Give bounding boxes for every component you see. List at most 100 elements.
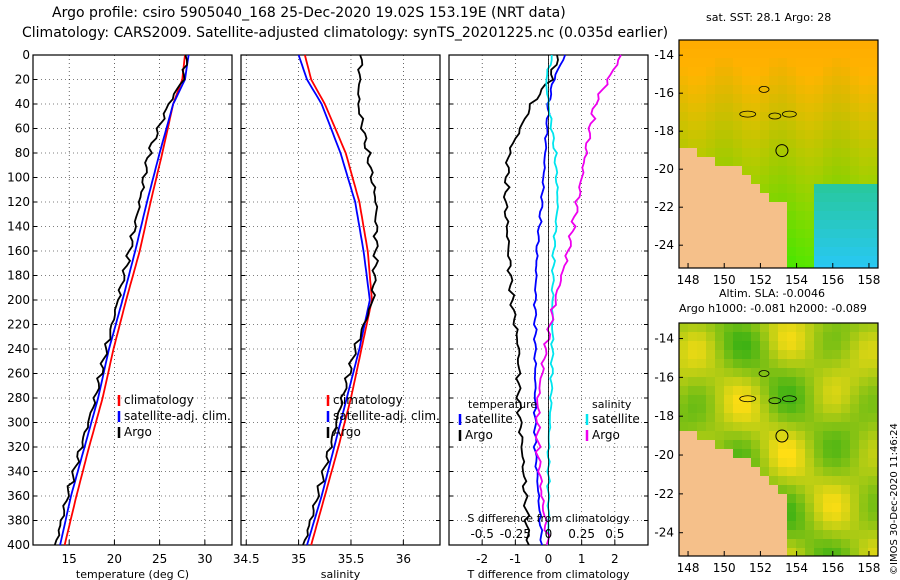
map-cell [751, 485, 760, 494]
y-tick-label: 260 [7, 367, 30, 381]
map-cell [688, 184, 697, 193]
map-cell [679, 323, 688, 332]
map-cell [805, 359, 814, 368]
map-cell [697, 476, 706, 485]
map-cell [679, 422, 688, 431]
map-cell [805, 76, 814, 85]
map-cell [841, 157, 850, 166]
map-cell [769, 521, 778, 530]
map-cell [832, 202, 841, 211]
map-cell [823, 67, 832, 76]
map-cell [850, 40, 859, 49]
map-cell [733, 103, 742, 112]
map-cell [760, 49, 769, 58]
map-cell [832, 395, 841, 404]
map-cell [805, 431, 814, 440]
map-cell [841, 238, 850, 247]
map-cell [724, 148, 733, 157]
map-cell [751, 530, 760, 539]
map-cell [715, 94, 724, 103]
series-line-temperature-argo [502, 54, 559, 546]
map-cell [814, 350, 823, 359]
map-cell [742, 449, 751, 458]
map-cell [796, 539, 805, 548]
map-cell [742, 85, 751, 94]
map-cell [742, 166, 751, 175]
legend-label: Argo [465, 428, 493, 442]
map-cell [715, 58, 724, 67]
map-cell [733, 494, 742, 503]
map-cell [715, 476, 724, 485]
map-cell [706, 157, 715, 166]
map-cell [769, 422, 778, 431]
map-cell [688, 193, 697, 202]
map-cell [841, 112, 850, 121]
map-cell [796, 458, 805, 467]
map-cell [769, 341, 778, 350]
map-cell [769, 539, 778, 548]
map-cell [850, 49, 859, 58]
map-cell [688, 485, 697, 494]
map-cell [868, 130, 877, 139]
map-cell [706, 341, 715, 350]
map-cell [724, 166, 733, 175]
map-cell [724, 94, 733, 103]
map-cell [814, 512, 823, 521]
map-cell [724, 476, 733, 485]
map-cell [769, 440, 778, 449]
map-cell [796, 440, 805, 449]
legend-label: climatology [124, 393, 194, 407]
map-cell [760, 166, 769, 175]
map-cell [688, 413, 697, 422]
map-cell [724, 103, 733, 112]
map-cell [796, 530, 805, 539]
map-cell [850, 539, 859, 548]
map-cell [805, 494, 814, 503]
map-cell [868, 103, 877, 112]
map-cell [832, 157, 841, 166]
map-cell [778, 449, 787, 458]
map-cell [778, 359, 787, 368]
map-cell [787, 265, 796, 268]
map-cell [706, 265, 715, 268]
map-cell [778, 193, 787, 202]
map-cell [850, 139, 859, 148]
map-cell [733, 431, 742, 440]
map-cell [688, 85, 697, 94]
map-cell [742, 211, 751, 220]
map-cell [814, 193, 823, 202]
map-cell [805, 166, 814, 175]
map-cell [778, 386, 787, 395]
map-cell [805, 413, 814, 422]
map-cell [778, 265, 787, 268]
map-cell [868, 386, 877, 395]
map-cell [751, 256, 760, 265]
map-cell [679, 121, 688, 130]
map-cell [688, 395, 697, 404]
map-cell [733, 85, 742, 94]
x-tick-label: 0 [545, 552, 553, 566]
map-cell [769, 404, 778, 413]
map-cell [697, 467, 706, 476]
map-cell [769, 256, 778, 265]
map-lat-label: -16 [654, 370, 674, 384]
map-cell [823, 512, 832, 521]
map-cell [805, 184, 814, 193]
map-cell [724, 157, 733, 166]
map-cell [823, 238, 832, 247]
map-cell [688, 121, 697, 130]
map-cell [697, 103, 706, 112]
map-cell [814, 539, 823, 548]
sst-map [678, 39, 879, 269]
map-cell [679, 94, 688, 103]
map-cell [733, 467, 742, 476]
map-cell [751, 332, 760, 341]
map-cell [868, 238, 877, 247]
map-cell [715, 211, 724, 220]
map-cell [823, 76, 832, 85]
map-cell [724, 85, 733, 94]
map-cell [841, 341, 850, 350]
map-cell [778, 485, 787, 494]
map-cell [742, 103, 751, 112]
legend-label: climatology [333, 393, 403, 407]
